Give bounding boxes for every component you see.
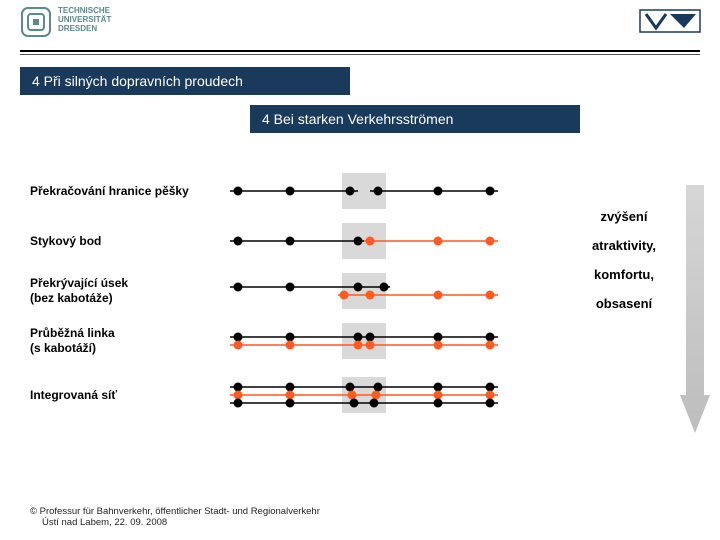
header: TECHNISCHE UNIVERSITÄT DRESDEN [0, 0, 720, 50]
uni-line1: TECHNISCHE [58, 6, 111, 15]
title-de: 4 Bei starken Verkehrsströmen [250, 105, 580, 133]
row-4-label-a: Průběžná linka [30, 326, 115, 340]
footer-line2: Ústí nad Labem, 22. 09. 2008 [42, 517, 320, 528]
header-rule-1 [20, 50, 700, 52]
row-3-diagram [230, 273, 510, 309]
right-w1: zvýšení [554, 209, 694, 224]
header-rule-2 [20, 54, 700, 55]
row-5-diagram [230, 377, 510, 413]
row-1-label: Překračování hranice pěšky [30, 184, 230, 199]
footer: © Professur für Bahnverkehr, öffentliche… [30, 506, 320, 528]
title-cz: 4 Při silných dopravních proudech [20, 67, 350, 95]
row-3-label-b: (bez kabotáže) [30, 291, 113, 305]
tu-dresden-icon [20, 6, 52, 38]
row-3-label-a: Překrývající úsek [30, 276, 128, 290]
footer-line1: © Professur für Bahnverkehr, öffentliche… [30, 506, 320, 517]
row-2-diagram [230, 223, 510, 259]
right-column: zvýšení atraktivity, komfortu, obsasení [554, 195, 694, 325]
row-5-label: Integrovaná síť [30, 388, 230, 403]
row-4-diagram [230, 323, 510, 359]
partner-logo [640, 6, 700, 36]
tu-dresden-logo: TECHNISCHE UNIVERSITÄT DRESDEN [20, 6, 111, 38]
content-area: Překračování hranice pěšky Stykový bod P… [30, 173, 700, 463]
uni-line3: DRESDEN [58, 24, 111, 33]
title-de-row: 4 Bei starken Verkehrsströmen [250, 105, 720, 133]
row-2-label: Stykový bod [30, 234, 230, 249]
row-3-label: Překrývající úsek (bez kabotáže) [30, 276, 230, 306]
uni-line2: UNIVERSITÄT [58, 15, 111, 24]
title-cz-row: 4 Při silných dopravních proudech [20, 67, 720, 95]
row-4: Průběžná linka (s kabotáží) [30, 323, 700, 359]
down-arrow [680, 185, 710, 435]
right-w4: obsasení [554, 296, 694, 311]
v-logo-icon [640, 6, 700, 36]
right-w3: komfortu, [554, 267, 694, 282]
right-w2: atraktivity, [554, 238, 694, 253]
row-5: Integrovaná síť [30, 373, 700, 417]
row-4-label: Průběžná linka (s kabotáží) [30, 326, 230, 356]
row-1-diagram [230, 173, 510, 209]
row-4-label-b: (s kabotáží) [30, 341, 96, 355]
